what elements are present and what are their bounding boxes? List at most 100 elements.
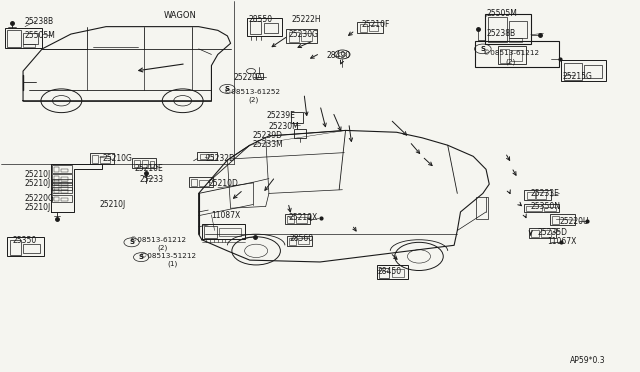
Text: 25239E: 25239E [266, 111, 295, 120]
Text: 25222H: 25222H [291, 16, 321, 25]
Text: 25232D: 25232D [205, 154, 235, 163]
Bar [392, 269, 404, 277]
Bar [536, 192, 546, 199]
Text: ©08513-61212: ©08513-61212 [483, 49, 539, 55]
Bar [529, 228, 556, 238]
Text: (2): (2) [505, 59, 515, 65]
Bar [10, 240, 21, 255]
Text: (2): (2) [248, 97, 259, 103]
Bar [246, 18, 282, 36]
Bar [199, 180, 209, 186]
Bar [264, 23, 278, 33]
Text: S: S [481, 46, 485, 52]
Bar [7, 237, 44, 256]
Bar [369, 25, 378, 32]
Bar [219, 228, 241, 236]
Bar [509, 38, 522, 42]
Bar [294, 129, 306, 138]
Bar [142, 160, 148, 167]
Bar [52, 187, 72, 193]
Bar [357, 22, 383, 33]
Text: 25233E: 25233E [531, 189, 559, 198]
Bar [54, 185, 60, 190]
Bar [250, 21, 261, 34]
Bar [52, 183, 72, 190]
Bar [301, 33, 312, 41]
Text: 25230M: 25230M [269, 122, 300, 131]
Text: 28550: 28550 [248, 16, 273, 25]
Text: 25210E: 25210E [135, 164, 164, 173]
Text: 28490: 28490 [326, 51, 351, 60]
Text: (2): (2) [157, 245, 168, 251]
Bar [23, 33, 38, 44]
Bar [541, 230, 551, 237]
Bar [296, 217, 307, 223]
Bar [92, 155, 99, 163]
Bar [285, 214, 310, 224]
Text: ©08513-61212: ©08513-61212 [130, 237, 186, 243]
Text: 25238B: 25238B [25, 17, 54, 26]
Text: 25210D: 25210D [208, 179, 238, 187]
Text: 25210J: 25210J [25, 179, 51, 188]
Bar [54, 176, 60, 181]
Bar [291, 112, 303, 123]
Bar [500, 49, 509, 63]
Bar [132, 158, 156, 168]
Bar [61, 182, 68, 185]
Text: 25210J: 25210J [100, 200, 126, 209]
Bar [54, 180, 60, 185]
Bar [90, 153, 115, 164]
Text: 25210X: 25210X [288, 213, 317, 222]
Bar [52, 165, 72, 173]
Bar [204, 227, 217, 237]
Bar [256, 73, 262, 78]
Bar [561, 60, 606, 81]
Bar [550, 214, 575, 225]
Text: 25210J: 25210J [25, 170, 51, 179]
Bar [197, 152, 216, 160]
Text: 25233M: 25233M [253, 140, 284, 149]
Text: 25239D: 25239D [253, 131, 283, 140]
Text: (1): (1) [168, 260, 178, 267]
Bar [287, 217, 294, 223]
Bar [524, 190, 551, 200]
Bar [191, 179, 197, 186]
Bar [378, 265, 408, 279]
Bar [23, 44, 35, 46]
Bar [52, 195, 72, 202]
Bar [497, 46, 525, 64]
Bar [7, 31, 21, 46]
Bar [289, 32, 299, 42]
Text: AP59*0.3: AP59*0.3 [570, 356, 606, 365]
Text: 25220U: 25220U [559, 217, 589, 226]
Bar [289, 237, 296, 245]
Bar [531, 230, 539, 237]
Text: 25235D: 25235D [537, 228, 567, 237]
Text: 25350: 25350 [12, 236, 36, 246]
Bar [474, 41, 559, 67]
Text: 28560: 28560 [289, 234, 314, 243]
Bar [544, 207, 556, 211]
Bar [564, 63, 582, 80]
Text: ©08513-61252: ©08513-61252 [224, 89, 280, 95]
Text: 25220A: 25220A [234, 73, 263, 82]
Bar [100, 156, 110, 163]
Text: ©08513-51212: ©08513-51212 [140, 253, 196, 259]
Bar [200, 154, 206, 159]
Text: 25210J: 25210J [25, 203, 51, 212]
Bar [511, 50, 522, 61]
Bar [476, 197, 488, 219]
Text: 28450: 28450 [378, 267, 402, 276]
Text: 25220G: 25220G [25, 195, 55, 203]
Text: 25505M: 25505M [25, 31, 56, 41]
Bar [52, 179, 72, 185]
Bar [360, 24, 367, 32]
Text: S: S [225, 86, 230, 92]
Text: S: S [139, 254, 144, 260]
Bar [61, 198, 68, 201]
Bar [584, 65, 602, 78]
Text: 25233: 25233 [140, 175, 164, 184]
Bar [4, 28, 42, 48]
Text: 25238B: 25238B [486, 29, 515, 38]
Text: 11067X: 11067X [547, 237, 576, 246]
